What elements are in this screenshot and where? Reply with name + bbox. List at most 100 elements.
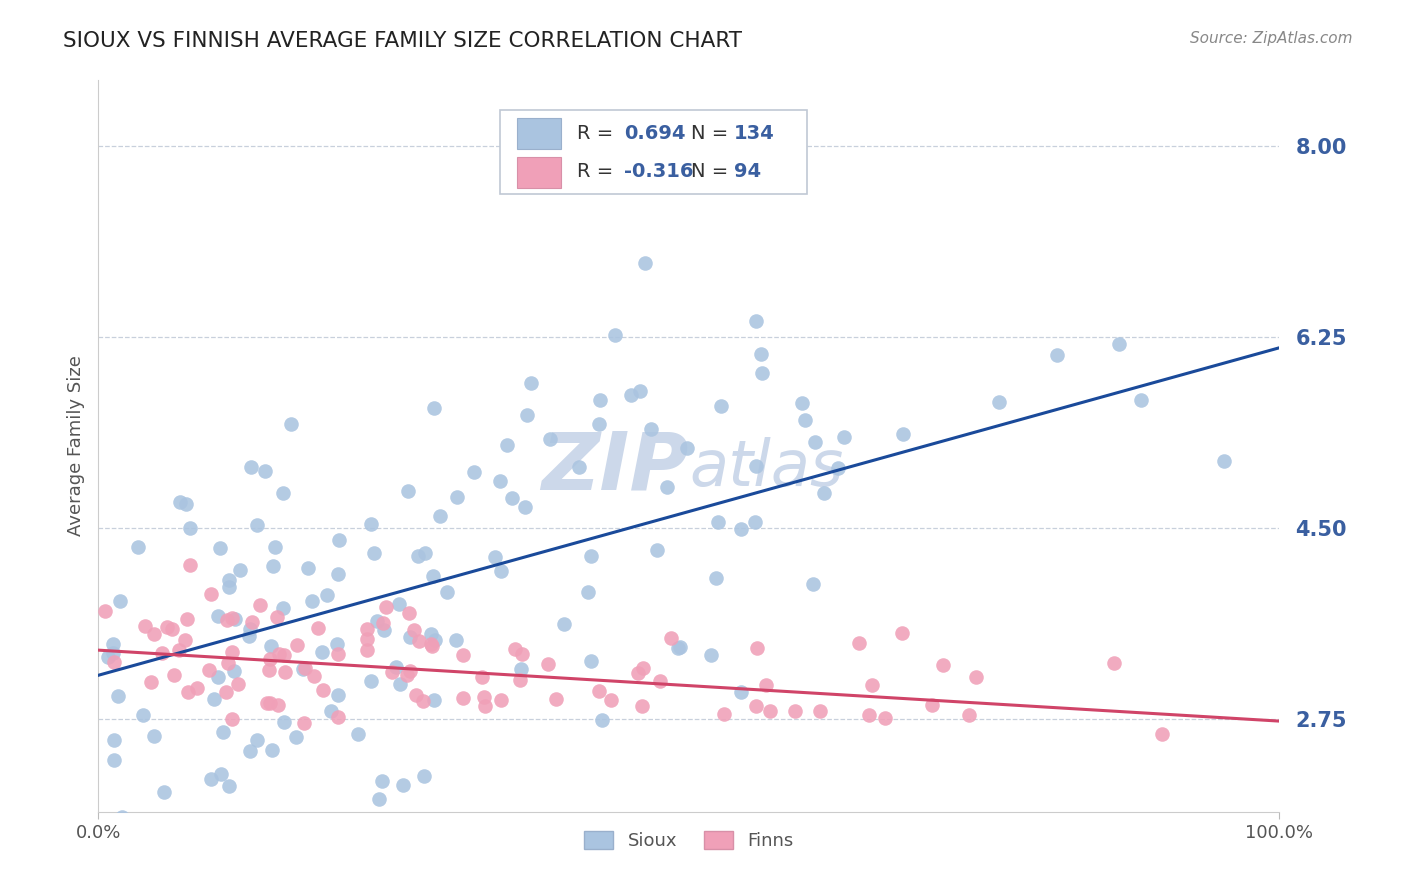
Point (169, 495, 191, 509)
Point (297, 561, 319, 575)
Point (848, 636, 870, 650)
Bar (516, 157, 561, 188)
Point (285, 638, 308, 652)
Point (256, 697, 278, 711)
Point (932, 658, 955, 673)
Point (179, 521, 201, 535)
Point (1213, 454, 1236, 468)
Point (328, 709, 350, 723)
Point (246, 732, 269, 747)
Point (143, 729, 166, 743)
Point (221, 712, 243, 726)
Point (360, 517, 382, 532)
Point (260, 639, 283, 653)
Point (127, 541, 149, 555)
Point (744, 699, 766, 714)
Point (229, 564, 252, 578)
Point (405, 688, 427, 702)
Point (239, 460, 262, 475)
Point (262, 559, 284, 574)
Point (153, 785, 176, 799)
Point (804, 434, 827, 449)
Point (648, 674, 671, 689)
Point (408, 634, 430, 648)
FancyBboxPatch shape (501, 110, 807, 194)
Point (292, 716, 315, 731)
Point (240, 615, 263, 629)
Point (808, 704, 831, 718)
Legend: Sioux, Finns: Sioux, Finns (576, 823, 801, 857)
Point (858, 708, 880, 723)
Point (472, 690, 495, 704)
Text: ZIP: ZIP (541, 429, 689, 507)
Point (207, 670, 229, 684)
Point (745, 640, 768, 655)
Point (356, 632, 378, 647)
Point (200, 772, 222, 786)
Point (655, 480, 678, 494)
Point (143, 627, 166, 641)
Point (1104, 656, 1126, 670)
Point (160, 623, 183, 637)
Point (398, 664, 420, 678)
Point (640, 422, 662, 436)
Bar (516, 119, 561, 149)
Point (605, 328, 627, 343)
Point (239, 743, 262, 757)
Point (103, 733, 125, 747)
Point (516, 408, 538, 422)
Point (1152, 727, 1174, 741)
Y-axis label: Average Family Size: Average Family Size (66, 356, 84, 536)
Point (271, 486, 294, 500)
Point (179, 558, 201, 572)
Text: R =: R = (576, 124, 619, 143)
Point (423, 693, 446, 707)
Point (579, 549, 602, 563)
Point (704, 571, 727, 585)
Point (360, 673, 382, 688)
Point (368, 791, 391, 805)
Point (373, 623, 395, 637)
Point (177, 685, 200, 699)
Point (271, 601, 294, 615)
Point (224, 664, 246, 678)
Point (97, 650, 120, 665)
Point (263, 540, 285, 554)
Point (389, 677, 412, 691)
Point (783, 704, 806, 718)
Text: -0.316: -0.316 (624, 162, 693, 181)
Point (422, 568, 444, 582)
Point (827, 460, 849, 475)
Point (491, 564, 513, 578)
Point (328, 647, 350, 661)
Point (253, 464, 276, 478)
Point (131, 815, 153, 830)
Point (285, 730, 308, 744)
Point (700, 648, 723, 662)
Point (218, 574, 240, 588)
Point (463, 465, 485, 479)
Point (209, 541, 232, 556)
Point (484, 549, 506, 564)
Point (239, 622, 262, 636)
Point (631, 698, 654, 713)
Point (215, 685, 238, 699)
Point (707, 516, 730, 530)
Point (198, 663, 221, 677)
Point (218, 580, 240, 594)
Point (176, 612, 198, 626)
Point (666, 640, 689, 655)
Point (273, 648, 295, 662)
Point (503, 641, 526, 656)
Point (373, 616, 395, 631)
Point (453, 648, 475, 662)
Point (420, 639, 443, 653)
Point (238, 629, 260, 643)
Point (1046, 348, 1069, 362)
Point (249, 599, 271, 613)
Point (420, 627, 443, 641)
Point (186, 681, 208, 695)
Point (301, 594, 323, 608)
Point (659, 632, 682, 646)
Point (420, 637, 443, 651)
